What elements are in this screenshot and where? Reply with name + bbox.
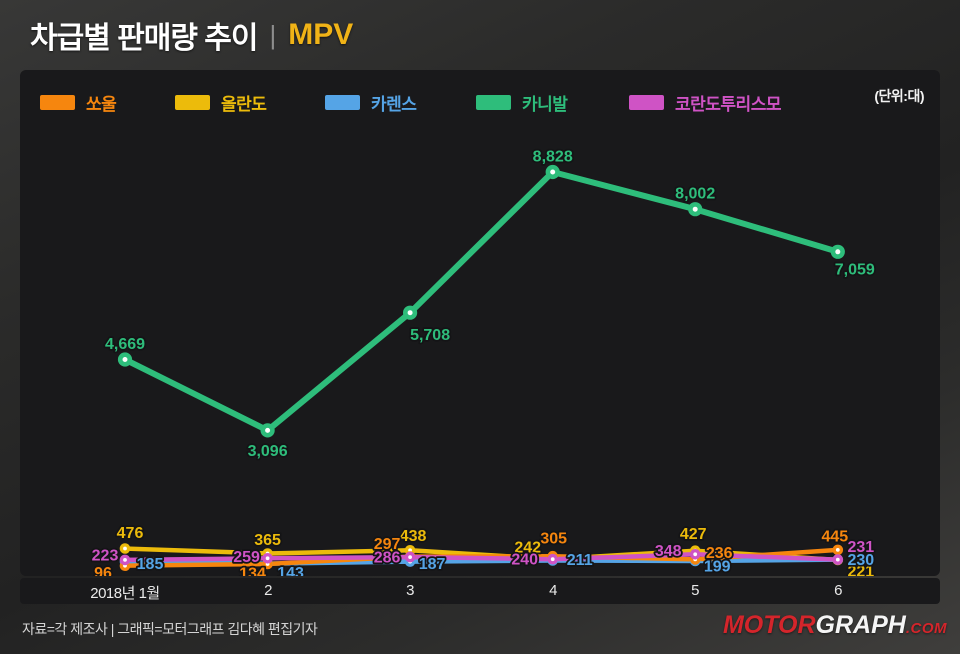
value-label-carnival-1: 4,669 xyxy=(105,336,145,353)
value-label-orlando-6: 221 xyxy=(847,564,874,577)
value-label-korando-turismo-1: 223 xyxy=(92,547,119,564)
value-label-korando-turismo-3: 286 xyxy=(374,550,401,567)
value-label-soul-2: 134 xyxy=(239,566,266,577)
data-point-carnival-1 xyxy=(117,352,133,367)
value-label-orlando-5: 427 xyxy=(680,526,707,543)
legend-item-orlando: 올란도 xyxy=(175,94,267,114)
value-label-orlando-4: 242 xyxy=(514,540,541,557)
logo-motor: MOTOR xyxy=(722,611,816,639)
data-point-orlando-1 xyxy=(119,543,131,554)
data-point-korando-turismo-6 xyxy=(832,554,844,565)
x-axis-label-3: 3 xyxy=(406,582,414,599)
legend-swatch-carens xyxy=(325,94,360,110)
legend-item-carens: 카렌스 xyxy=(325,94,417,114)
value-label-orlando-1: 476 xyxy=(117,525,144,542)
x-axis-band: 2018년 1월 2 3 4 5 6 xyxy=(20,578,940,604)
value-label-carens-5: 199 xyxy=(704,559,731,576)
x-axis-label-5: 5 xyxy=(691,582,699,599)
x-axis-label-1: 2018년 1월 xyxy=(90,585,160,602)
footer-source-credit: 자료=각 제조사 | 그래픽=모터그래프 김다혜 편집기자 xyxy=(22,621,318,637)
data-point-korando-turismo-4 xyxy=(547,553,559,565)
title-separator: | xyxy=(269,19,277,50)
value-label-korando-turismo-2: 259 xyxy=(233,549,260,566)
value-label-carens-6: 230 xyxy=(847,552,874,569)
value-label-soul-1: 96 xyxy=(94,565,112,576)
data-point-korando-turismo-3 xyxy=(404,551,416,563)
value-label-carens-1: 185 xyxy=(137,556,164,573)
title-bar: 차급별 판매량 추이 | MPV xyxy=(0,0,960,70)
value-label-korando-turismo-5: 348 xyxy=(655,543,682,560)
value-label-carnival-5: 8,002 xyxy=(675,186,715,203)
value-label-carnival-6: 7,059 xyxy=(835,261,875,278)
legend: 쏘울 올란도 카렌스 카니발 코란도투리스모 xyxy=(20,70,940,116)
motorgraph-logo: MOTORGRAPH.COM xyxy=(723,611,947,640)
value-label-soul-6: 445 xyxy=(821,528,848,545)
chart-panel: 쏘울 올란도 카렌스 카니발 코란도투리스모 (단위:대) 476 365 438 242 42… xyxy=(20,70,940,576)
data-point-carnival-4 xyxy=(545,164,560,180)
value-label-orlando-3: 438 xyxy=(400,528,427,545)
value-label-orlando-2: 365 xyxy=(254,532,281,549)
value-label-korando-turismo-4: 240 xyxy=(511,552,538,569)
x-axis-label-4: 4 xyxy=(549,582,557,599)
data-point-korando-turismo-1 xyxy=(119,554,131,566)
value-label-soul-3: 297 xyxy=(374,536,401,553)
value-label-korando-turismo-6: 231 xyxy=(847,539,874,556)
value-label-carnival-4: 8,828 xyxy=(533,149,573,166)
legend-item-carnival: 카니발 xyxy=(476,94,568,114)
data-point-carnival-5 xyxy=(688,202,703,217)
value-label-carnival-2: 3,096 xyxy=(248,443,288,460)
legend-label-orlando: 올란도 xyxy=(221,94,267,114)
legend-label-carnival: 카니발 xyxy=(522,94,568,114)
value-label-carens-2: 143 xyxy=(277,565,304,576)
legend-swatch-korando-turismo xyxy=(629,94,664,110)
logo-graph: GRAPH xyxy=(815,611,906,639)
data-point-carnival-6 xyxy=(830,244,845,259)
legend-swatch-soul xyxy=(40,94,75,110)
unit-label: (단위:대) xyxy=(874,88,924,104)
legend-swatch-carnival xyxy=(476,94,511,110)
series-line-carnival xyxy=(122,169,841,434)
value-label-carnival-3: 5,708 xyxy=(410,327,450,344)
data-point-korando-turismo-2 xyxy=(262,552,273,564)
series-line-korando-turismo xyxy=(122,552,841,563)
page-title: 차급별 판매량 추이 xyxy=(30,22,258,55)
logo-com: .COM xyxy=(905,620,947,637)
data-point-carnival-2 xyxy=(260,423,275,438)
legend-label-korando-turismo: 코란도투리스모 xyxy=(675,94,781,114)
legend-label-soul: 쏘울 xyxy=(86,94,117,114)
value-label-soul-5: 236 xyxy=(706,545,733,562)
page-title-highlight: MPV xyxy=(288,18,354,51)
value-label-soul-4: 305 xyxy=(540,531,567,548)
data-point-carnival-3 xyxy=(403,305,418,320)
legend-swatch-orlando xyxy=(175,94,210,110)
legend-label-carens: 카렌스 xyxy=(371,94,417,114)
value-label-carens-3: 187 xyxy=(419,556,446,573)
value-label-carens-4: 211 xyxy=(567,552,593,569)
x-axis-label-2: 2 xyxy=(264,582,272,599)
legend-item-soul: 쏘울 xyxy=(40,94,117,114)
line-chart: 476 365 438 242 427 221 185 143 187 211 199 230 96 13… xyxy=(90,147,877,577)
x-axis-label-6: 6 xyxy=(834,582,842,599)
data-point-soul-6 xyxy=(832,544,844,556)
legend-item-korando-turismo: 코란도투리스모 xyxy=(629,94,781,114)
data-point-korando-turismo-5 xyxy=(689,548,701,560)
